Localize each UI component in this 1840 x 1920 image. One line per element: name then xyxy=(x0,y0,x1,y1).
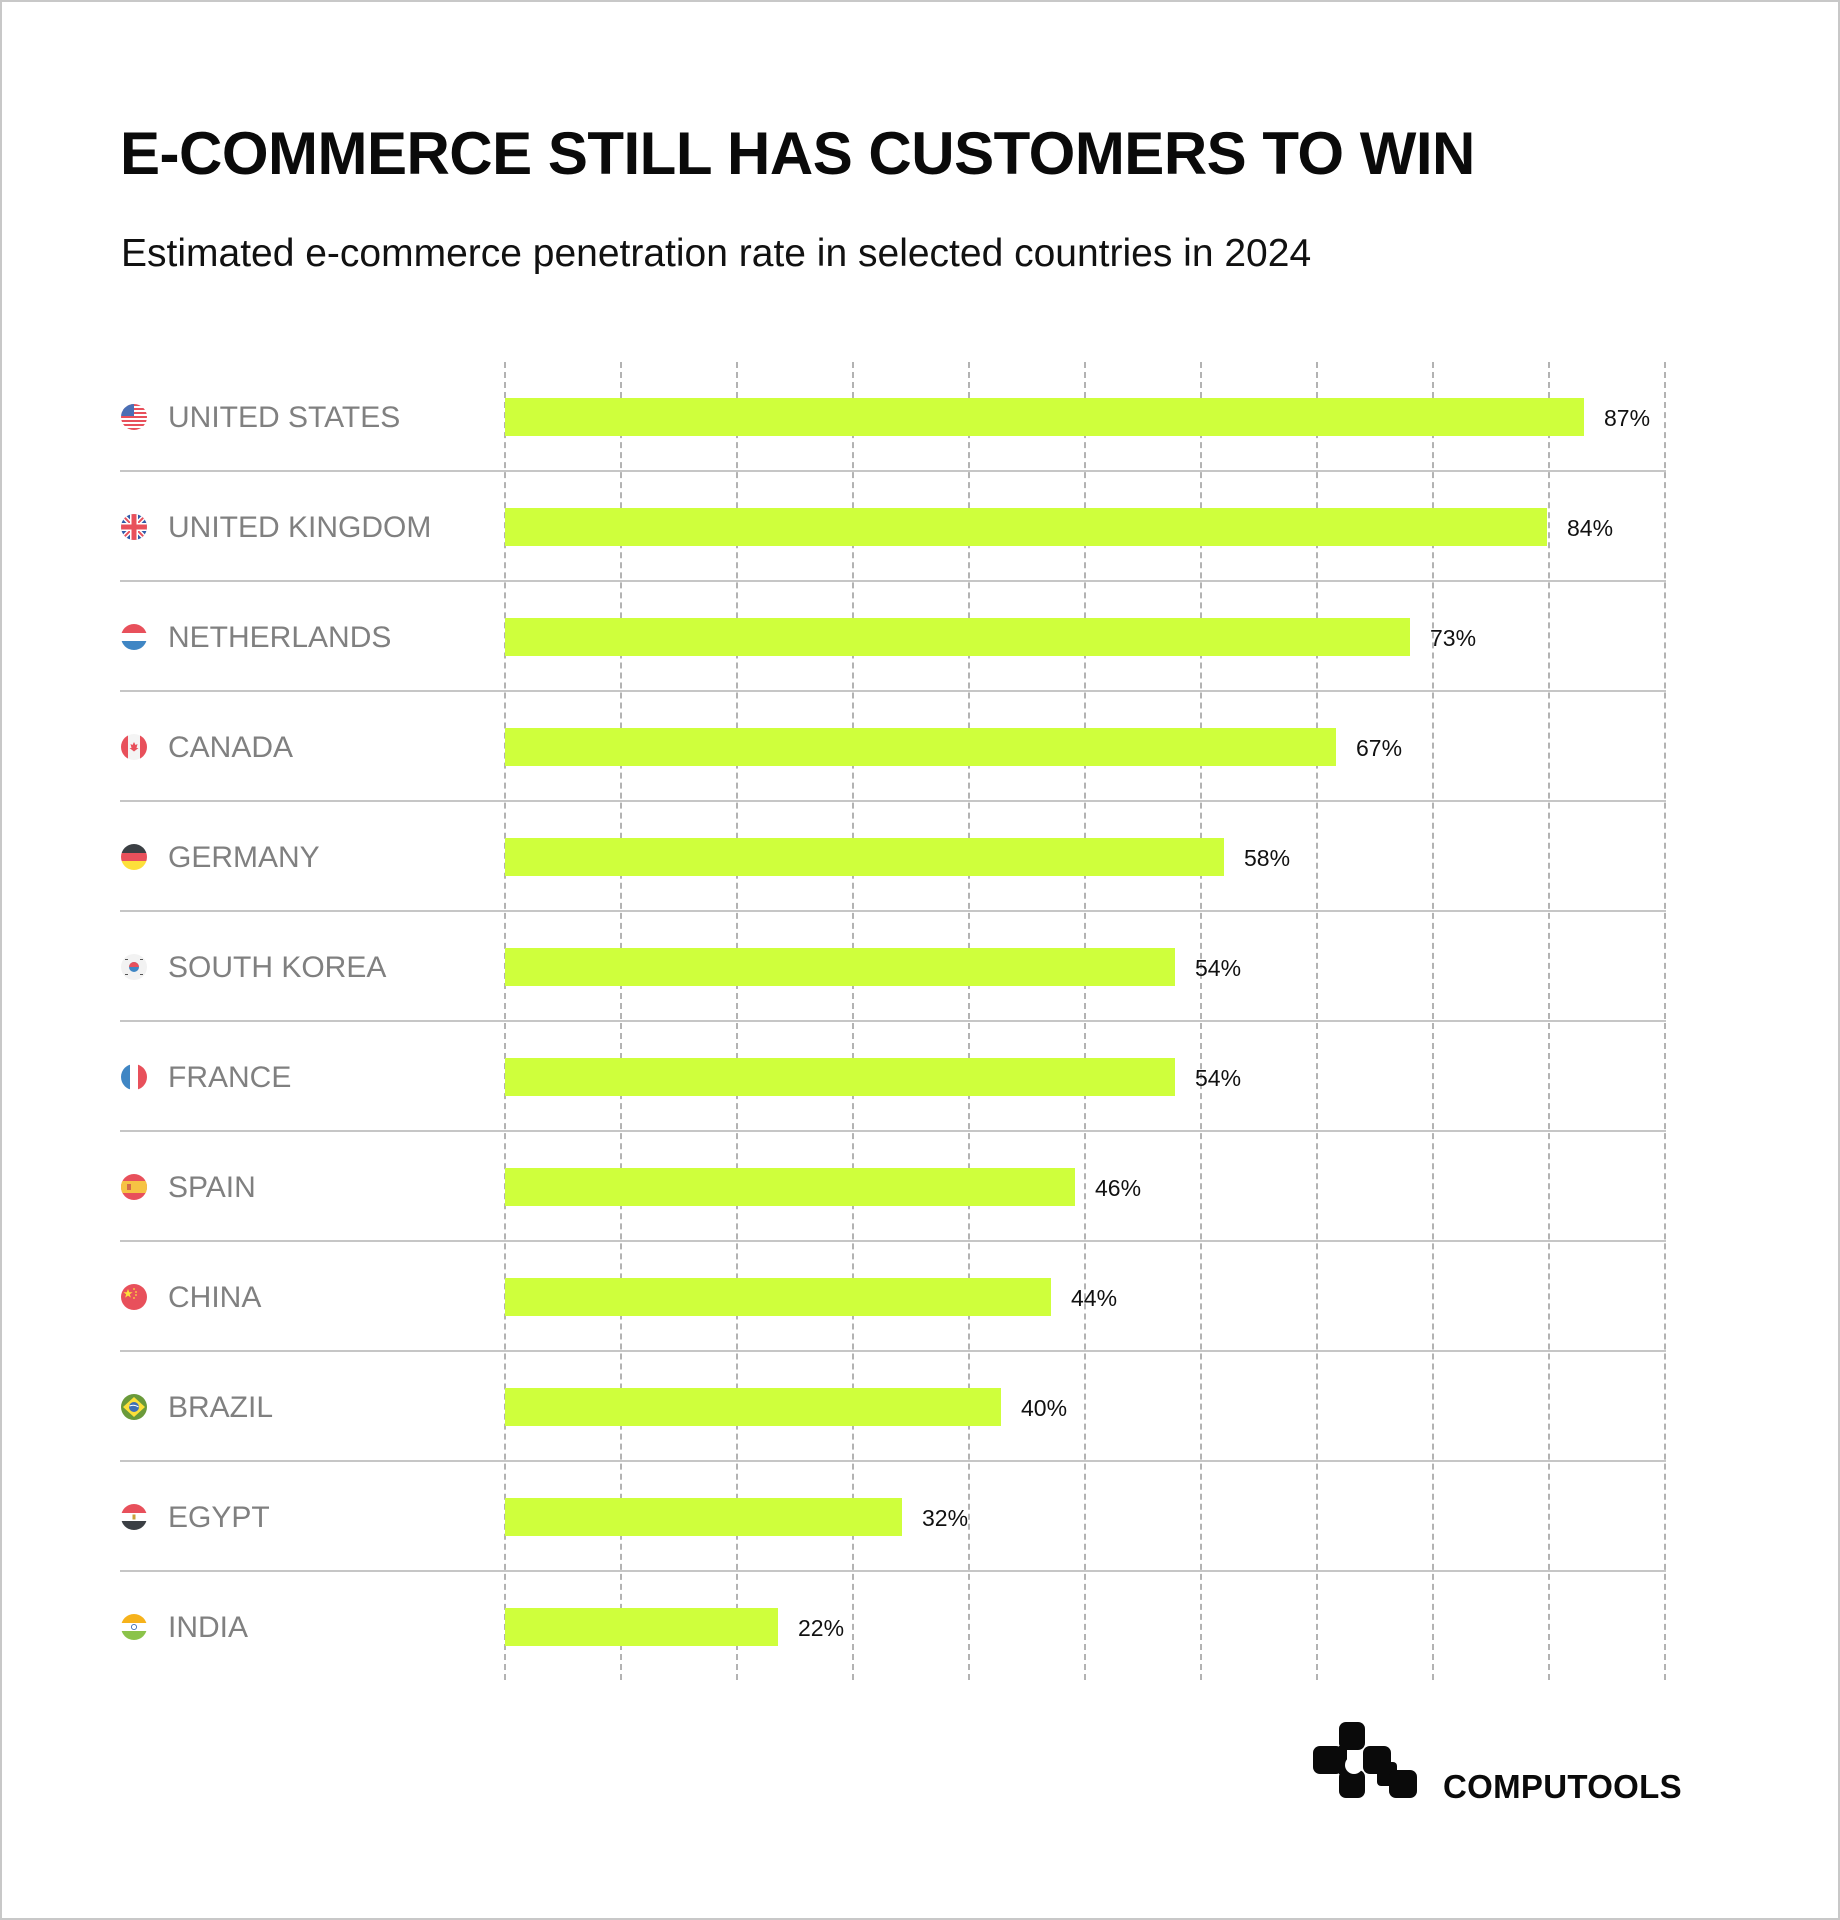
value-label: 87% xyxy=(1604,405,1651,431)
country-label: SOUTH KOREA xyxy=(168,951,387,984)
country-label: GERMANY xyxy=(168,841,320,874)
netherlands-flag-icon xyxy=(121,624,147,650)
spain-flag-icon xyxy=(121,1174,147,1200)
country-label: NETHERLANDS xyxy=(168,621,392,654)
country-label: UNITED KINGDOM xyxy=(168,511,432,544)
country-label: FRANCE xyxy=(168,1061,292,1094)
bar xyxy=(505,508,1547,546)
chart-row: SPAIN 46% xyxy=(0,1132,1840,1242)
chart-row: CANADA 67% xyxy=(0,692,1840,802)
brazil-flag-icon xyxy=(121,1394,147,1420)
country-label: EGYPT xyxy=(168,1501,270,1534)
value-label: 73% xyxy=(1430,625,1477,651)
value-label: 40% xyxy=(1021,1395,1068,1421)
country-label: INDIA xyxy=(168,1611,249,1644)
value-label: 84% xyxy=(1567,515,1614,541)
chart-row: CHINA 44% xyxy=(0,1242,1840,1352)
country-label: SPAIN xyxy=(168,1171,256,1204)
bar xyxy=(505,1388,1001,1426)
row-separator xyxy=(120,470,1666,472)
uk-flag-icon xyxy=(121,514,147,540)
row-separator xyxy=(120,690,1666,692)
value-label: 67% xyxy=(1356,735,1403,761)
india-flag-icon xyxy=(121,1614,147,1640)
row-separator xyxy=(120,800,1666,802)
chart-row: INDIA 22% xyxy=(0,1572,1840,1682)
row-separator xyxy=(120,580,1666,582)
egypt-flag-icon xyxy=(121,1504,147,1530)
chart-subtitle: Estimated e-commerce penetration rate in… xyxy=(121,232,1312,275)
germany-flag-icon xyxy=(121,844,147,870)
chart-row: EGYPT 32% xyxy=(0,1462,1840,1572)
row-separator xyxy=(120,1240,1666,1242)
chart-row: NETHERLANDS 73% xyxy=(0,582,1840,692)
row-separator xyxy=(120,1570,1666,1572)
value-label: 58% xyxy=(1244,845,1291,871)
country-label: CANADA xyxy=(168,731,294,764)
bar xyxy=(505,948,1175,986)
country-label: BRAZIL xyxy=(168,1391,274,1424)
value-label: 54% xyxy=(1195,1065,1242,1091)
row-separator xyxy=(120,1020,1666,1022)
country-label: CHINA xyxy=(168,1281,262,1314)
chart-row: BRAZIL 40% xyxy=(0,1352,1840,1462)
value-label: 32% xyxy=(922,1505,969,1531)
value-label: 54% xyxy=(1195,955,1242,981)
chart-row: FRANCE 54% xyxy=(0,1022,1840,1132)
bar xyxy=(505,1608,778,1646)
south-korea-flag-icon xyxy=(121,954,147,980)
chart-row: UNITED KINGDOM 84% xyxy=(0,472,1840,582)
value-label: 46% xyxy=(1095,1175,1142,1201)
bar xyxy=(505,728,1336,766)
chart-row: GERMANY 58% xyxy=(0,802,1840,912)
bar xyxy=(505,1498,902,1536)
chart-title: E-COMMERCE STILL HAS CUSTOMERS TO WIN xyxy=(120,120,1475,187)
chart-row: UNITED STATES 87% xyxy=(0,362,1840,472)
us-flag-icon xyxy=(121,404,147,430)
bar xyxy=(505,1278,1051,1316)
country-label: UNITED STATES xyxy=(168,401,401,434)
bar xyxy=(505,618,1410,656)
value-label: 44% xyxy=(1071,1285,1118,1311)
canada-flag-icon xyxy=(121,734,147,760)
computools-logo-icon xyxy=(1313,1722,1417,1798)
row-separator xyxy=(120,1460,1666,1462)
row-separator xyxy=(120,1130,1666,1132)
chart-row: SOUTH KOREA 54% xyxy=(0,912,1840,1022)
bar xyxy=(505,1058,1175,1096)
row-separator xyxy=(120,1350,1666,1352)
china-flag-icon xyxy=(121,1284,147,1310)
brand-name: COMPUTOOLS xyxy=(1443,1768,1682,1805)
value-label: 22% xyxy=(798,1615,845,1641)
bar xyxy=(505,838,1224,876)
bar xyxy=(505,398,1584,436)
bar xyxy=(505,1168,1075,1206)
row-separator xyxy=(120,910,1666,912)
france-flag-icon xyxy=(121,1064,147,1090)
